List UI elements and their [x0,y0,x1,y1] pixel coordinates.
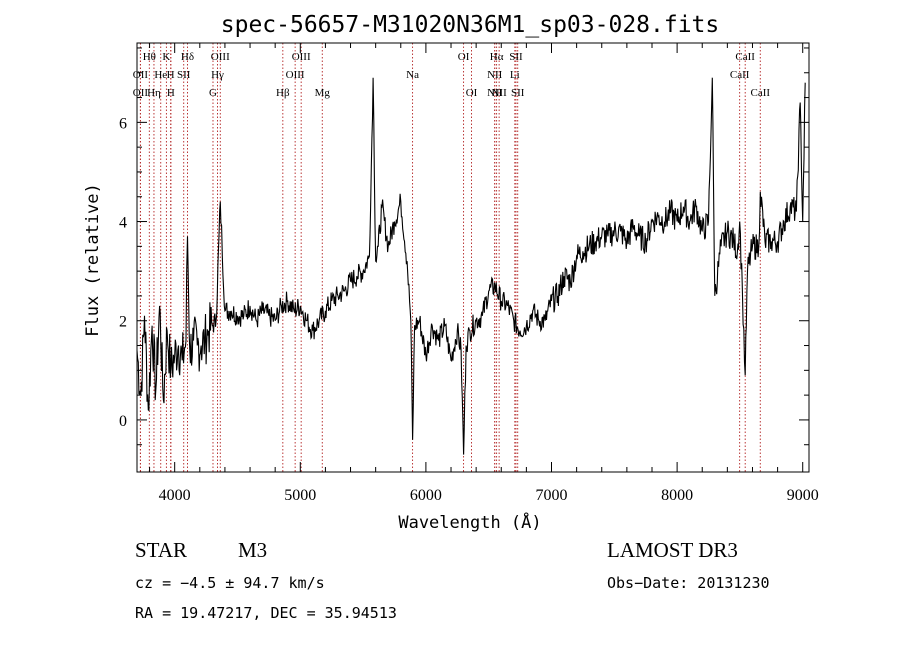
axis-ticks [137,43,809,472]
redshift-readout: cz = −4.5 ± 94.7 km/s [135,574,325,592]
x-tick-labels: 4000 5000 6000 7000 8000 9000 [159,487,819,504]
object-type: STAR [135,538,187,562]
spectral-line-label: OI [458,51,470,63]
spectral-line-markers [139,43,761,472]
y-tick-label: 4 [119,215,127,232]
spectral-line-label: H [167,87,175,99]
x-tick-label: 5000 [284,487,316,504]
object-subclass: M3 [238,538,268,562]
spectral-line-label: NII [487,69,503,81]
x-tick-label: 4000 [159,487,191,504]
spectral-line-labels: OIIOIIHθHηHeKHHSIIHδGHγOIIIHβOIIIOIIIMgN… [133,51,771,99]
y-tick-labels: 0 2 4 6 [119,115,127,430]
spectral-line-label: OIII [211,51,230,63]
y-tick-label: 0 [119,413,127,430]
spectral-line-label: OII [133,69,149,81]
spectral-line-label: Na [406,69,419,81]
spectral-line-label: H [167,69,175,81]
x-tick-label: 8000 [661,487,693,504]
x-tick-label: 9000 [787,487,819,504]
spectral-line-label: OI [466,87,478,99]
spectral-line-label: K [162,51,170,63]
chart-title: spec-56657-M31020N36M1_sp03-028.fits [221,12,720,38]
y-tick-label: 6 [119,115,127,132]
spectral-line-label: OIII [292,51,311,63]
y-tick-label: 2 [119,314,127,331]
spectral-line-label: SII [511,87,525,99]
spectral-line-label: SII [509,51,523,63]
spectral-line-label: Hβ [276,87,290,99]
spectral-line-label: Li [510,69,520,81]
spectral-line-label: NII [491,87,507,99]
spectral-line-label: CaII [750,87,770,99]
spectral-line-label: NII [487,87,503,99]
plot-frame [136,42,810,473]
survey-name: LAMOST DR3 [607,538,738,562]
spectral-line-label: CaII [730,69,750,81]
spectral-line-label: Hη [147,87,161,99]
x-tick-label: 6000 [410,487,442,504]
x-tick-label: 7000 [536,487,568,504]
obs-date: Obs−Date: 20131230 [607,574,770,592]
spectral-line-label: Hγ [211,69,224,81]
spectral-line-label: G [209,87,217,99]
spectral-line-label: SII [177,69,191,81]
spectral-line-label: CaII [735,51,755,63]
spectral-line-label: OIII [286,69,305,81]
coordinates: RA = 19.47217, DEC = 35.94513 [135,604,397,622]
spectral-line-label: He [154,69,167,81]
spectral-line-label: Hδ [181,51,194,63]
spectral-line-label: Hα [490,51,504,63]
spectral-line-label: Hθ [143,51,156,63]
y-axis-label: Flux (relative) [83,183,103,337]
spectrum-line [136,77,806,455]
spectral-line-label: Mg [315,87,331,99]
x-axis-label: Wavelength (Å) [398,511,541,533]
